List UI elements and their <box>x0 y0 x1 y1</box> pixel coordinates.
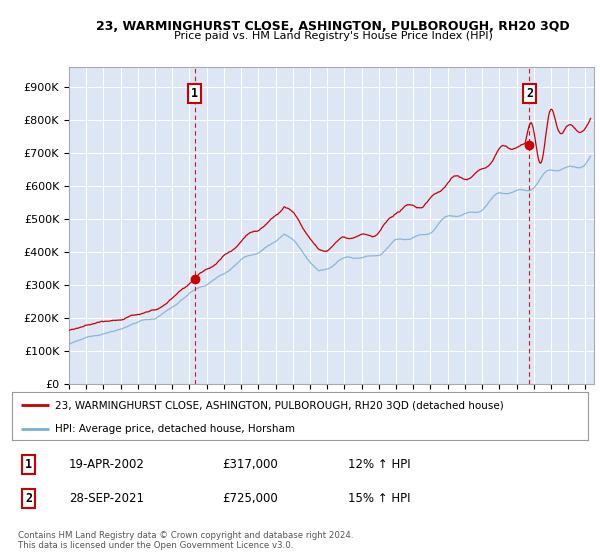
Text: Contains HM Land Registry data © Crown copyright and database right 2024.
This d: Contains HM Land Registry data © Crown c… <box>18 530 353 550</box>
Text: 19-APR-2002: 19-APR-2002 <box>69 458 145 472</box>
Text: 28-SEP-2021: 28-SEP-2021 <box>69 492 144 505</box>
Text: Price paid vs. HM Land Registry's House Price Index (HPI): Price paid vs. HM Land Registry's House … <box>173 31 493 41</box>
Text: HPI: Average price, detached house, Horsham: HPI: Average price, detached house, Hors… <box>55 424 295 434</box>
Text: 23, WARMINGHURST CLOSE, ASHINGTON, PULBOROUGH, RH20 3QD: 23, WARMINGHURST CLOSE, ASHINGTON, PULBO… <box>96 20 570 32</box>
Text: 1: 1 <box>25 458 32 472</box>
Text: 1: 1 <box>191 87 198 100</box>
Text: £317,000: £317,000 <box>222 458 278 472</box>
Text: 2: 2 <box>25 492 32 505</box>
Text: 15% ↑ HPI: 15% ↑ HPI <box>348 492 410 505</box>
Text: £725,000: £725,000 <box>222 492 278 505</box>
Text: 12% ↑ HPI: 12% ↑ HPI <box>348 458 410 472</box>
Text: 23, WARMINGHURST CLOSE, ASHINGTON, PULBOROUGH, RH20 3QD (detached house): 23, WARMINGHURST CLOSE, ASHINGTON, PULBO… <box>55 400 504 410</box>
Text: 2: 2 <box>526 87 533 100</box>
